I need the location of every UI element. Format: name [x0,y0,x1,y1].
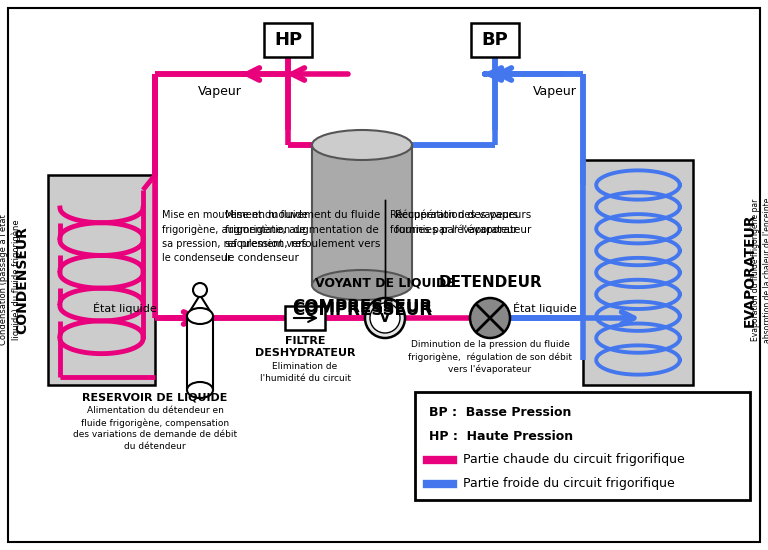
Text: COMPRESSEUR: COMPRESSEUR [292,298,432,316]
Text: Vapeur: Vapeur [198,85,242,98]
Bar [264,23,312,57]
Text: CONDENSEUR: CONDENSEUR [15,226,29,334]
Text: Partie froide du circuit frigorifique: Partie froide du circuit frigorifique [463,477,675,491]
Circle shape [470,298,510,338]
Ellipse shape [187,382,213,398]
Text: Récupération des vapeurs
fournies par l'évaporateur: Récupération des vapeurs fournies par l'… [395,210,531,235]
Text: Vapeur: Vapeur [533,85,577,98]
Text: EVAPORATEUR: EVAPORATEUR [743,213,757,327]
Text: DETENDEUR: DETENDEUR [438,275,542,290]
Text: Partie chaude du circuit frigorifique: Partie chaude du circuit frigorifique [463,454,685,466]
Polygon shape [190,295,210,311]
Text: HP: HP [274,31,302,49]
Text: BP: BP [482,31,508,49]
Text: VOYANT DE LIQUIDE: VOYANT DE LIQUIDE [315,277,455,290]
Text: Evaporation du fluide frigorigène par
absorption de la chaleur de l'enceinte: Evaporation du fluide frigorigène par ab… [750,197,768,343]
Text: DESHYDRATEUR: DESHYDRATEUR [255,348,356,358]
Text: Diminution de la pression du fluide
frigorigène,  régulation de son débit
vers l: Diminution de la pression du fluide frig… [408,340,572,374]
Text: Mise en mouvement du fluide
frigorigène, augmentation de
sa pression, refoulemen: Mise en mouvement du fluide frigorigène,… [225,210,380,263]
Ellipse shape [312,130,412,160]
Text: FILTRE: FILTRE [285,336,326,346]
Bar [312,145,412,285]
Text: Elimination de
l'humidité du circuit: Elimination de l'humidité du circuit [260,362,350,383]
Text: Condensation (passage à l'état
liquide) du fluide frigorigène: Condensation (passage à l'état liquide) … [0,214,21,345]
Text: Mise en mouvement du fluide
frigorigène, augmentation de
sa pression, refoulemen: Mise en mouvement du fluide frigorigène,… [162,210,308,263]
Circle shape [365,298,405,338]
Text: HP :  Haute Pression: HP : Haute Pression [429,430,573,443]
Circle shape [370,303,400,333]
Text: COMPRESSEUR: COMPRESSEUR [292,301,432,319]
Bar [285,306,325,330]
Bar [583,160,693,385]
Circle shape [193,283,207,297]
Bar [187,316,213,390]
Bar [471,23,519,57]
Bar [415,392,750,500]
Text: État liquide: État liquide [93,302,157,314]
Text: RESERVOIR DE LIQUIDE: RESERVOIR DE LIQUIDE [82,393,227,403]
Ellipse shape [312,270,412,300]
Text: Alimentation du détendeur en
fluide frigorigène, compensation
des variations de : Alimentation du détendeur en fluide frig… [73,406,237,451]
Text: v: v [380,311,390,326]
Bar [48,175,155,385]
Ellipse shape [187,308,213,324]
Text: Récupération des vapeurs
fournies par l'évaporateur: Récupération des vapeurs fournies par l'… [390,210,518,235]
Text: BP :  Basse Pression: BP : Basse Pression [429,405,571,419]
Text: État liquide: État liquide [513,302,577,314]
